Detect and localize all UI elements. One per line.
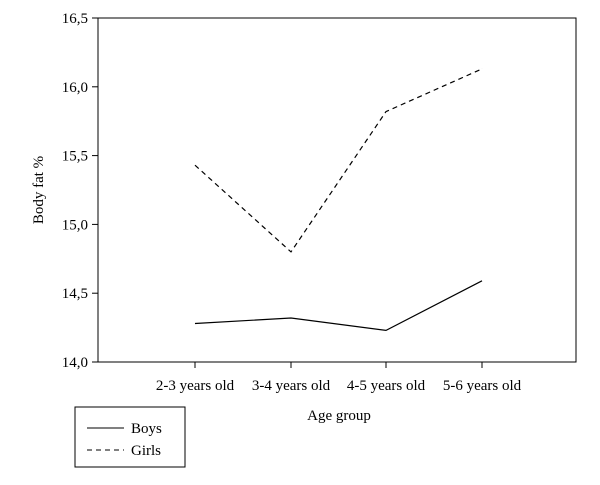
x-tick-label: 3-4 years old bbox=[252, 378, 331, 394]
x-tick-label: 2-3 years old bbox=[156, 378, 235, 394]
x-tick-label: 4-5 years old bbox=[347, 378, 426, 394]
y-tick-label: 15,0 bbox=[62, 217, 88, 233]
x-axis: 2-3 years old 3-4 years old 4-5 years old 5… bbox=[156, 362, 522, 394]
y-tick-label: 16,5 bbox=[62, 11, 88, 27]
series-layer bbox=[194, 68, 483, 332]
y-tick-label: 15,5 bbox=[62, 149, 88, 165]
plot-frame bbox=[97, 17, 577, 363]
y-tick-label: 14,5 bbox=[62, 286, 88, 302]
legend: Boys Girls bbox=[74, 406, 186, 468]
series-line-girls bbox=[194, 68, 483, 253]
y-axis-label: Body fat % bbox=[31, 156, 47, 224]
y-axis: 14,0 14,5 15,0 15,5 16,0 16,5 bbox=[62, 11, 98, 371]
series-line-boys bbox=[194, 280, 483, 332]
legend-label-girls: Girls bbox=[131, 443, 161, 459]
y-tick-label: 16,0 bbox=[62, 80, 88, 96]
x-tick-label: 5-6 years old bbox=[443, 378, 522, 394]
legend-box bbox=[74, 406, 186, 468]
x-axis-label: Age group bbox=[307, 408, 371, 424]
y-tick-label: 14,0 bbox=[62, 355, 88, 371]
legend-label-boys: Boys bbox=[131, 421, 162, 437]
